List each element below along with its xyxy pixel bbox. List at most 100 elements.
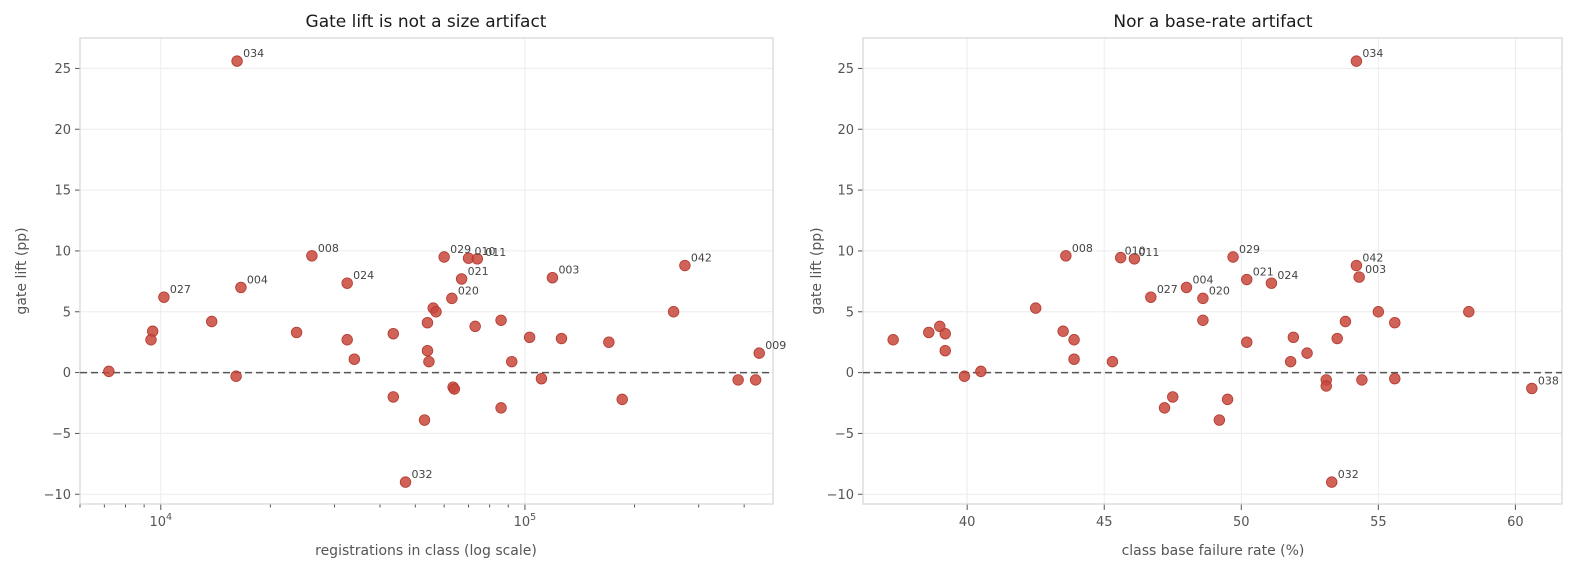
left-y-tick-label: 10 [54,244,71,259]
left-y-tick-label: 15 [54,184,71,199]
point-label: 027 [170,283,191,296]
data-point [1241,336,1253,348]
data-point [1339,315,1352,328]
data-point [387,327,399,340]
right-x-tick-label: 40 [959,515,976,530]
point-label: 034 [243,47,264,60]
right-x-tick-label: 50 [1233,515,1250,530]
data-point [290,326,303,339]
right-y-tick-label: −5 [835,427,854,442]
data-point [975,365,987,378]
data-point [1128,253,1141,265]
data-point [1180,281,1193,294]
data-point [939,327,951,340]
data-point [495,402,507,414]
point-label: 004 [247,273,268,286]
point-label: 042 [1362,252,1383,265]
data-point [1167,391,1179,403]
data-point [341,277,353,289]
data-point [1197,314,1209,326]
right-x-tick-label: 55 [1370,515,1387,530]
data-point [495,314,507,326]
data-point [1353,271,1365,283]
point-label: 032 [1338,468,1359,481]
point-label: 004 [1192,273,1213,286]
point-label: 003 [558,264,579,277]
data-point [1372,306,1385,318]
point-label: 008 [1072,242,1093,255]
point-label: 003 [1365,263,1386,276]
data-point [616,393,628,406]
data-point [230,370,242,382]
right-scatter-panel: Nor a base-rate artifact class base fail… [809,12,1563,559]
data-point [1356,374,1368,386]
point-label: 020 [458,284,479,297]
data-point [546,271,559,284]
data-point [1145,291,1157,303]
data-point [523,331,536,344]
data-point [1287,331,1300,344]
data-point [423,355,435,368]
point-label: 029 [450,243,471,256]
left-y-tick-label: 5 [63,305,71,320]
point-label: 020 [1209,284,1230,297]
right-y-tick-label: 10 [837,244,854,259]
data-point [535,372,548,385]
data-point [1389,317,1401,329]
data-point [158,291,170,303]
data-point [446,292,458,305]
data-point [1320,380,1332,392]
point-label: 024 [353,269,374,282]
data-point [1114,251,1127,264]
left-y-tick-label: −10 [44,488,71,503]
data-point [1068,353,1080,365]
point-label: 010 [475,245,496,258]
data-point [939,344,951,357]
right-y-tick-label: 15 [837,184,854,199]
data-point [455,273,468,285]
data-point [667,306,680,318]
data-point [1221,393,1234,406]
right-y-tick-label: 20 [837,123,854,138]
data-point [235,281,247,294]
data-point [958,370,971,382]
data-point [1350,55,1363,67]
data-point [749,374,762,386]
left-y-tick-label: 0 [63,366,71,381]
point-label: 038 [1538,374,1559,387]
data-point [603,336,615,348]
point-label: 029 [1239,243,1260,256]
left-y-axis-label: gate lift (pp) [14,227,30,314]
data-point [1060,250,1072,262]
data-point [1350,259,1363,272]
data-point [145,334,157,346]
point-label: 011 [485,246,506,259]
point-label: 021 [1253,266,1274,279]
data-point [887,334,899,346]
data-point [1057,325,1069,337]
data-point [1526,382,1538,395]
data-point [1389,372,1401,385]
data-point [923,326,935,339]
right-chart-title: Nor a base-rate artifact [1113,12,1312,32]
data-point [1331,332,1343,345]
data-point [1106,355,1119,368]
data-point [103,365,115,378]
data-point [1284,355,1297,368]
point-label: 032 [412,468,433,481]
data-point [679,259,691,272]
data-point [555,332,568,345]
left-scatter-panel: Gate lift is not a size artifact registr… [14,12,786,559]
data-point [206,315,218,328]
left-y-tick-label: −5 [52,427,71,442]
data-point [1158,402,1171,414]
right-x-axis-label: class base failure rate (%) [1122,543,1305,559]
data-point [1227,251,1239,263]
right-y-axis-label: gate lift (pp) [809,227,825,314]
data-point [1213,414,1226,426]
right-x-tick-label: 45 [1096,515,1113,530]
data-point [438,251,450,263]
point-label: 021 [468,265,489,278]
data-point [1068,334,1080,346]
point-label: 008 [318,242,339,255]
